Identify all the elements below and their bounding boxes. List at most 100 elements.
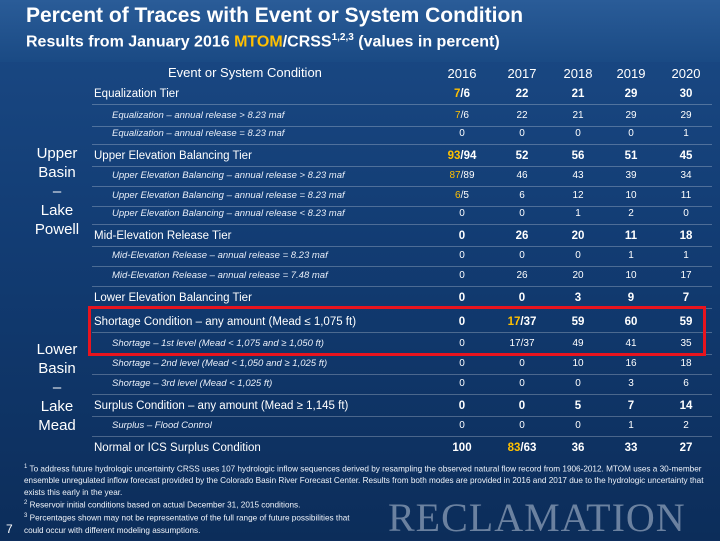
table-row: Mid-Elevation Release – annual release =…	[92, 266, 712, 286]
row-value-2017: 26	[516, 270, 528, 281]
row-value-2017: 26	[515, 230, 529, 242]
table-row: Lower Elevation Balancing Tier 0 0 3 9 7	[92, 288, 712, 308]
table-row: Shortage Condition – any amount (Mead ≤ …	[92, 312, 712, 332]
row-value-2019: 39	[625, 170, 637, 181]
row-separator	[92, 144, 712, 145]
subtitle-prefix: Results from January 2016	[26, 33, 235, 51]
row-separator	[92, 166, 712, 167]
mtom-value: 87	[449, 170, 461, 181]
row-value-2018: 56	[571, 150, 585, 162]
row-separator	[92, 266, 712, 267]
row-value-2016: 87/89	[449, 170, 475, 181]
row-value-2020: 1	[683, 250, 689, 261]
mtom-value: 6	[455, 190, 461, 201]
row-value-2019: 33	[624, 442, 638, 454]
row-value-2018: 0	[575, 420, 581, 431]
row-value-2020: 18	[679, 230, 693, 242]
row-value-2016: 6/5	[455, 190, 469, 201]
mtom-value: 93	[447, 150, 461, 162]
row-label: Surplus – Flood Control	[112, 420, 212, 431]
row-value-2016: 0	[458, 292, 466, 304]
group-label-lower-basin: Lower Basin – Lake Mead	[28, 340, 86, 435]
row-value-2016: 0	[458, 400, 466, 412]
subtitle-mid: /CRSS	[282, 33, 332, 51]
row-value-2020: 6	[683, 378, 689, 389]
row-value-2019: 41	[625, 338, 637, 349]
row-separator	[92, 126, 712, 127]
row-value-2020: 14	[679, 400, 693, 412]
row-value-2018: 0	[575, 378, 581, 389]
year-header-2016: 2016	[447, 66, 477, 81]
mtom-value: 17	[507, 316, 521, 328]
table-row: Surplus – Flood Control 0 0 0 1 2	[92, 416, 712, 436]
column-header-condition: Event or System Condition	[168, 65, 322, 80]
lower-basin-line-0: Lower	[36, 341, 78, 358]
row-value-2016: 100	[452, 442, 472, 454]
lower-basin-line-3: Lake	[40, 398, 74, 415]
table-row: Upper Elevation Balancing – annual relea…	[92, 186, 712, 206]
row-value-2017: 0	[519, 358, 525, 369]
table-row: Mid-Elevation Release – annual release =…	[92, 246, 712, 266]
year-header-2018: 2018	[563, 66, 593, 81]
row-value-2020: 59	[679, 316, 693, 328]
lower-basin-line-4: Mead	[38, 417, 76, 434]
row-value-2020: 11	[680, 190, 692, 201]
row-label: Mid-Elevation Release – annual release =…	[112, 250, 328, 261]
table-row: Equalization – annual release > 8.23 maf…	[92, 106, 712, 126]
row-value-2017: 52	[515, 150, 529, 162]
table-row: Mid-Elevation Release Tier 0 26 20 11 18	[92, 226, 712, 246]
row-value-2017: 0	[519, 378, 525, 389]
row-value-2018: 21	[572, 110, 584, 121]
upper-basin-line-1: Basin	[38, 164, 76, 181]
mtom-value: 83	[507, 442, 521, 454]
group-label-upper-basin: Upper Basin – Lake Powell	[28, 144, 86, 239]
row-label: Surplus Condition – any amount (Mead ≥ 1…	[94, 400, 349, 412]
row-value-2018: 0	[575, 128, 581, 139]
lower-basin-line-2: –	[52, 379, 62, 396]
row-value-2018: 20	[572, 270, 584, 281]
subtitle-superscript: 1,2,3	[331, 32, 354, 43]
table-row: Upper Elevation Balancing – annual relea…	[92, 204, 712, 224]
row-value-2020: 0	[683, 208, 689, 219]
row-separator	[92, 224, 712, 225]
row-value-2016: 0	[459, 250, 465, 261]
row-separator	[92, 286, 712, 287]
row-value-2017: 83/63	[507, 442, 537, 454]
row-value-2018: 10	[572, 358, 584, 369]
table-row: Shortage – 3rd level (Mead < 1,025 ft) 0 0…	[92, 374, 712, 394]
row-value-2019: 60	[624, 316, 638, 328]
row-label: Equalization – annual release > 8.23 maf	[112, 110, 285, 121]
row-value-2016: 0	[459, 338, 465, 349]
year-header-2020: 2020	[671, 66, 701, 81]
mtom-value: 7	[455, 110, 461, 121]
row-separator	[92, 374, 712, 375]
table-row: Equalization – annual release = 8.23 maf…	[92, 124, 712, 144]
row-separator	[92, 186, 712, 187]
row-label: Shortage – 2nd level (Mead < 1,050 and ≥…	[112, 358, 328, 369]
row-value-2017: 0	[519, 208, 525, 219]
year-header-2019: 2019	[616, 66, 646, 81]
row-label: Upper Elevation Balancing Tier	[94, 150, 252, 162]
row-value-2019: 16	[625, 358, 637, 369]
row-value-2020: 45	[679, 150, 693, 162]
row-value-2020: 2	[683, 420, 689, 431]
footnote-1: 1 To address future hydrologic uncertain…	[24, 464, 704, 497]
row-value-2019: 10	[625, 270, 637, 281]
shortage-highlight-box	[88, 306, 706, 356]
row-value-2019: 9	[627, 292, 635, 304]
row-label: Upper Elevation Balancing – annual relea…	[112, 208, 345, 219]
row-value-2016: 0	[459, 358, 465, 369]
row-value-2018: 36	[571, 442, 585, 454]
upper-basin-line-3: Lake	[40, 202, 74, 219]
row-label: Shortage – 3rd level (Mead < 1,025 ft)	[112, 378, 273, 389]
row-value-2016: 0	[459, 378, 465, 389]
row-value-2017: 22	[516, 110, 528, 121]
table-row: Shortage – 2nd level (Mead < 1,050 and ≥…	[92, 354, 712, 374]
row-label: Normal or ICS Surplus Condition	[94, 442, 261, 454]
row-value-2020: 34	[680, 170, 692, 181]
row-value-2016: 7/6	[454, 88, 470, 100]
footnote-3: 3 Percentages shown may not be represent…	[24, 513, 350, 535]
row-label: Shortage Condition – any amount (Mead ≤ …	[94, 316, 357, 328]
row-separator	[92, 246, 712, 247]
